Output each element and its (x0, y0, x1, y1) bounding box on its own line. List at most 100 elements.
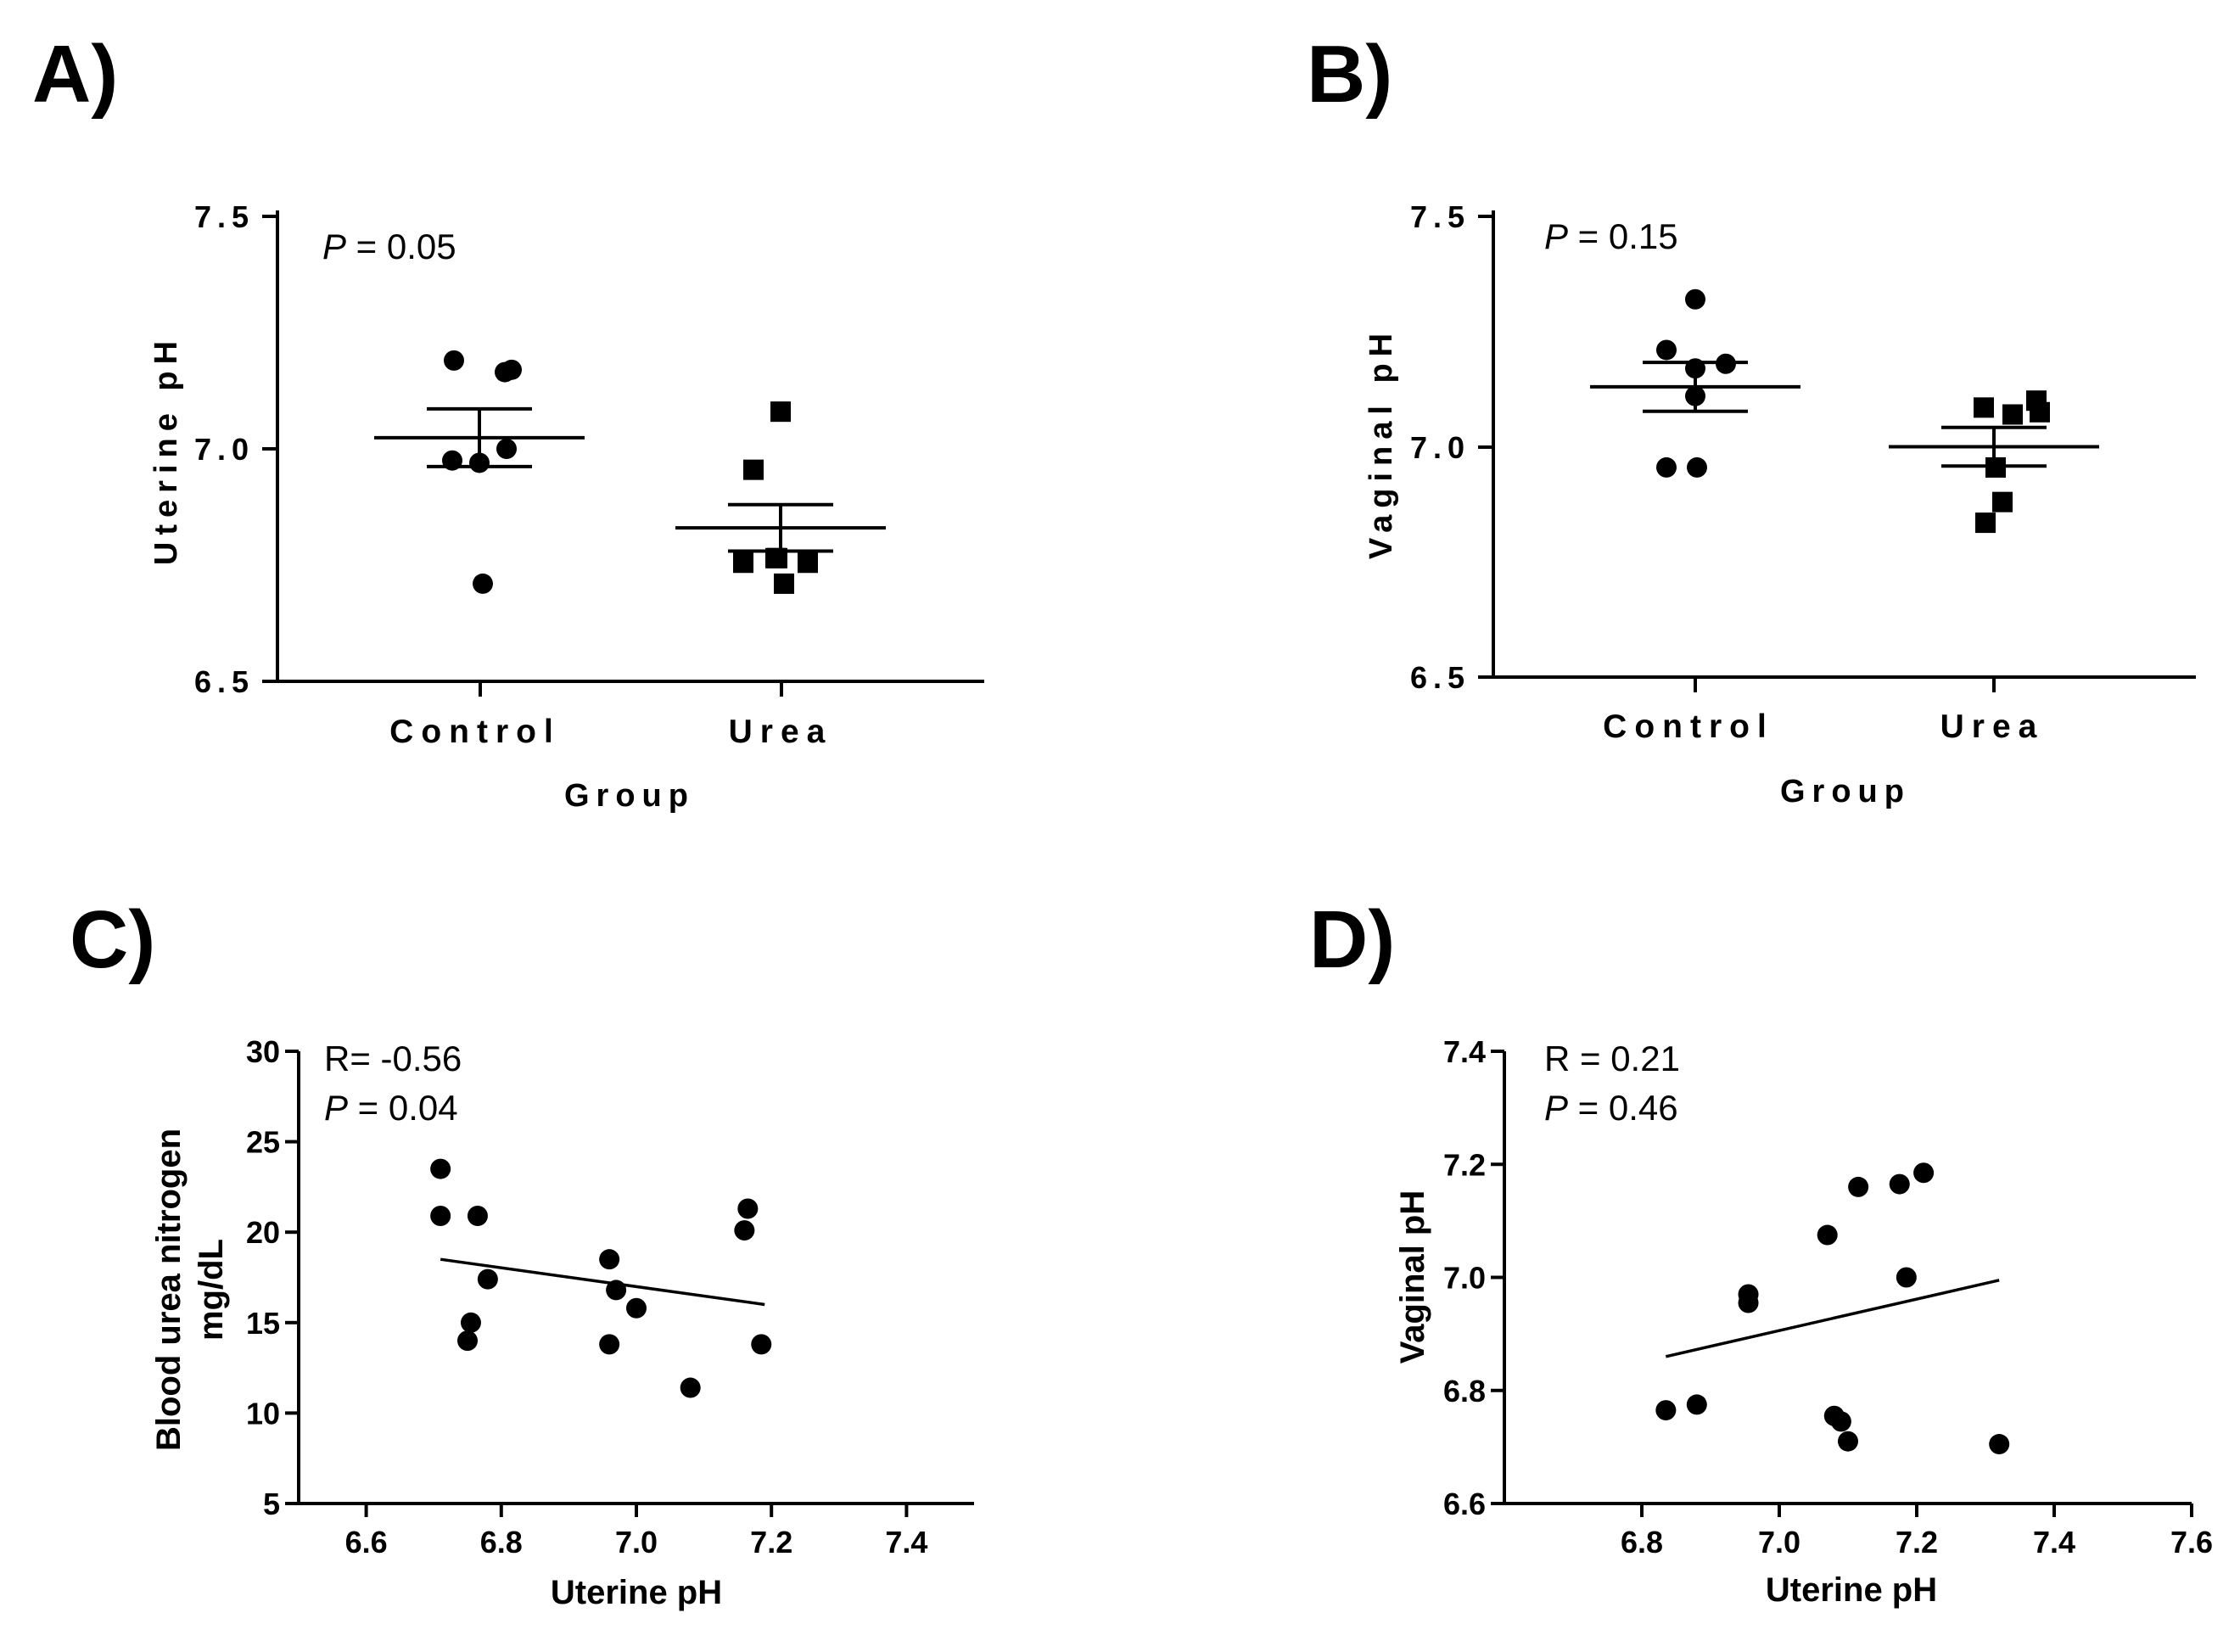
panel-a-urea-point (733, 552, 753, 574)
panel-a-axes (276, 210, 984, 683)
panel-c-x-ticks: 6.6 6.8 7.0 7.2 7.4 (345, 1504, 927, 1560)
panel-c-data-point (626, 1297, 647, 1319)
panel-c-data-point (680, 1377, 701, 1398)
panel-b-points (1656, 288, 2050, 534)
panel-c-data-point (606, 1280, 627, 1301)
panel-a: A) 7.5 7.0 6.5 Control Urea Group Uterin… (32, 29, 984, 814)
panel-d-ytick-label: 7.4 (1443, 1034, 1486, 1069)
panel-c-data-point (751, 1334, 772, 1355)
panel-c-xtick-label: 6.8 (480, 1525, 523, 1560)
panel-d-data-point (1817, 1224, 1838, 1246)
panel-b-control-point (1685, 288, 1705, 310)
panel-a-urea-point (770, 401, 791, 423)
panel-d-data-point (1686, 1394, 1707, 1415)
panel-a-category-label: Control (389, 714, 561, 750)
panel-a-label: A) (32, 29, 118, 120)
panel-c-y-axis-title-line2: mg/dL (193, 1239, 230, 1341)
panel-b: B) 7.5 7.0 6.5 Control Urea Group Vagina… (1307, 29, 2196, 809)
panel-b-urea-point (2026, 390, 2047, 412)
panel-c-xtick-label: 6.6 (345, 1525, 388, 1560)
panel-d-data-point (1889, 1173, 1910, 1195)
panel-d-xtick-label: 7.2 (1896, 1525, 1938, 1560)
panel-c-data-point (734, 1220, 755, 1241)
panel-a-points (442, 350, 818, 594)
panel-c-data-point (477, 1268, 498, 1290)
p-value: = 0.05 (346, 227, 456, 266)
panel-c-y-axis-title-line1: Blood urea nitrogen (150, 1128, 188, 1451)
p-value: = 0.46 (1568, 1088, 1678, 1128)
panel-d-y-axis-title: Vaginal pH (1394, 1190, 1431, 1364)
panel-d-data-point (1913, 1162, 1935, 1184)
panel-c-x-axis-title: Uterine pH (551, 1574, 722, 1611)
panel-d-ytick-label: 7.2 (1443, 1147, 1486, 1182)
p-symbol: P (322, 227, 346, 266)
panel-d-x-axis-title: Uterine pH (1766, 1571, 1937, 1609)
panel-b-control-point (1656, 339, 1677, 361)
p-symbol: P (1544, 216, 1568, 256)
panel-b-urea-point (2002, 404, 2023, 425)
panel-d-x-ticks: 6.8 7.0 7.2 7.4 7.6 (1621, 1504, 2213, 1560)
panel-b-ytick-label: 7.5 (1410, 199, 1470, 234)
panel-c-data-point (599, 1334, 620, 1355)
panel-c-p-annotation: P = 0.04 (324, 1088, 458, 1128)
panel-d-xtick-label: 7.0 (1758, 1525, 1800, 1560)
panel-a-control-point (444, 350, 464, 371)
panel-a-ytick-label: 7.5 (194, 199, 255, 234)
panel-b-axes (1492, 210, 2196, 679)
panel-c-ytick-label: 15 (246, 1306, 280, 1341)
panel-a-control-point (496, 439, 517, 459)
panel-a-control-point (501, 359, 522, 380)
p-value: = 0.15 (1568, 216, 1678, 256)
panel-c-data-point (460, 1312, 481, 1333)
panel-c-ytick-label: 10 (246, 1396, 280, 1431)
panel-a-urea-point (774, 573, 794, 594)
panel-a-control-point (473, 573, 493, 594)
panel-c-ytick-label: 25 (246, 1125, 280, 1160)
panel-c: C) 5 10 15 20 25 30 6.6 6.8 7.0 7.2 7.4 Uterine p… (70, 894, 974, 1611)
panel-c-ytick-label: 5 (263, 1487, 280, 1521)
panel-d-xtick-label: 7.6 (2170, 1525, 2213, 1560)
panel-d-ytick-label: 6.8 (1443, 1374, 1486, 1408)
panel-a-ytick-label: 6.5 (194, 664, 255, 699)
panel-c-label: C) (70, 894, 155, 985)
panel-d-ytick-label: 7.0 (1443, 1261, 1486, 1296)
p-symbol: P (324, 1088, 348, 1128)
panel-b-ytick-label: 6.5 (1410, 660, 1470, 695)
panel-d-y-ticks: 6.6 6.8 7.0 7.2 7.4 (1443, 1034, 1504, 1521)
panel-d-data-point (1838, 1431, 1858, 1452)
panel-d-data-point (1655, 1400, 1677, 1421)
panel-b-urea-point (1992, 491, 2013, 512)
panel-c-ytick-label: 20 (246, 1215, 280, 1250)
panel-b-control-point (1656, 456, 1677, 478)
panel-c-points (430, 1158, 772, 1398)
panel-d-data-point (1989, 1434, 2010, 1455)
panel-c-xtick-label: 7.0 (615, 1525, 658, 1560)
panel-d-xtick-label: 6.8 (1621, 1525, 1663, 1560)
panel-c-data-point (430, 1206, 451, 1227)
panel-b-x-axis-title: Group (1780, 774, 1911, 809)
panel-c-xtick-label: 7.4 (885, 1525, 927, 1560)
panel-d-data-point (1830, 1411, 1851, 1432)
panel-d-data-point (1738, 1292, 1759, 1313)
panel-c-regression-line (440, 1257, 765, 1307)
panel-d-ytick-label: 6.6 (1443, 1487, 1486, 1521)
panel-b-control-point (1687, 456, 1707, 478)
panel-d-xtick-label: 7.4 (2033, 1525, 2075, 1560)
panel-c-data-point (737, 1198, 759, 1219)
p-symbol: P (1544, 1088, 1568, 1128)
panel-c-data-point (467, 1206, 488, 1227)
panel-c-data-point (599, 1249, 620, 1270)
panel-c-data-point (430, 1158, 451, 1179)
panel-d-regression-line (1665, 1279, 2000, 1358)
panel-d-fit-line (1665, 1279, 2000, 1358)
panel-d-p-annotation: P = 0.46 (1544, 1088, 1678, 1128)
panel-c-xtick-label: 7.2 (750, 1525, 792, 1560)
panel-a-urea-point (743, 459, 764, 480)
panel-b-y-axis-title: Vaginal pH (1364, 327, 1399, 559)
p-value: = 0.04 (348, 1088, 458, 1128)
panel-b-label: B) (1307, 29, 1392, 120)
panel-a-category-label: Urea (729, 714, 833, 750)
panel-d-r-annotation: R = 0.21 (1544, 1039, 1680, 1078)
panel-c-fit-line (440, 1257, 765, 1307)
